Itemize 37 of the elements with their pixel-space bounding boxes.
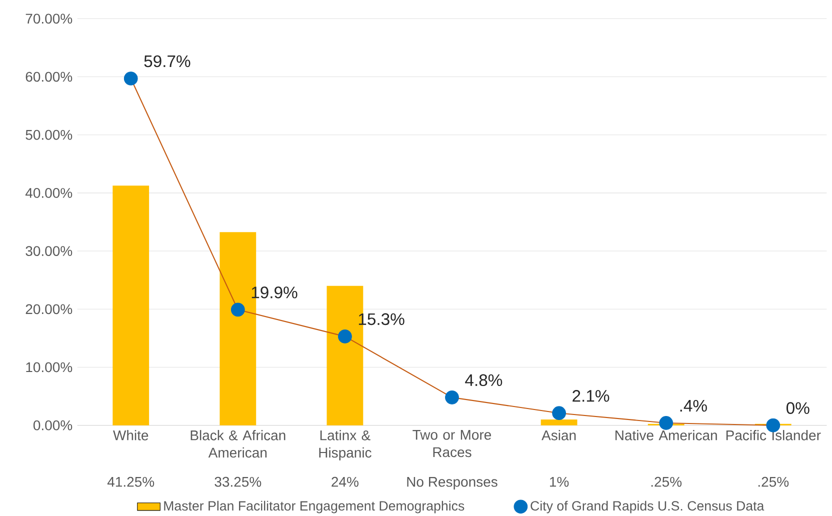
data-label: 0%: [786, 402, 810, 414]
x-tick-label: White: [113, 430, 148, 440]
data-label: 2.1%: [572, 390, 610, 402]
data-label: 41.25%: [107, 476, 154, 487]
x-tick-label: Asian: [542, 430, 576, 440]
data-label: 1%: [550, 476, 569, 487]
data-label: 59.7%: [144, 55, 190, 68]
y-tick-label: 70.00%: [26, 14, 72, 24]
x-tick-label: Native American: [616, 430, 717, 440]
y-tick-label: 10.00%: [26, 362, 72, 372]
data-label: .25%: [758, 476, 789, 487]
text: No Responses: [407, 477, 498, 490]
x-tick-label: Latinx & Hispanic: [319, 430, 372, 460]
legend-label: City of Grand Rapids U.S. Census Data: [530, 500, 764, 514]
data-label: 24%: [332, 476, 358, 487]
bar: [540, 420, 578, 426]
point: [124, 72, 138, 86]
point: [445, 390, 459, 404]
point: [552, 406, 566, 420]
y-tick-label: 20.00%: [26, 304, 72, 314]
data-label: .4%: [680, 400, 707, 412]
data-label: 4.8%: [465, 374, 502, 386]
y-tick-label: 0.00%: [33, 420, 72, 430]
x-tick-label: Two or More Races: [412, 430, 492, 458]
point: [338, 330, 352, 344]
x-tick-label: Pacific Islander: [726, 430, 821, 440]
y-tick-label: 30.00%: [26, 246, 72, 256]
y-tick-label: 50.00%: [26, 130, 72, 140]
point: [230, 302, 245, 317]
data-label: 33.25%: [214, 476, 262, 487]
x-tick-label: Black & African American: [190, 430, 286, 458]
legend-label: Master Plan Facilitator Engagement Demographics: [164, 500, 464, 514]
point: [659, 416, 674, 430]
y-tick-label: 40.00%: [25, 188, 72, 198]
data-label: .25%: [651, 476, 682, 487]
bar: [112, 186, 150, 426]
y-tick-label: 60.00%: [26, 72, 72, 82]
